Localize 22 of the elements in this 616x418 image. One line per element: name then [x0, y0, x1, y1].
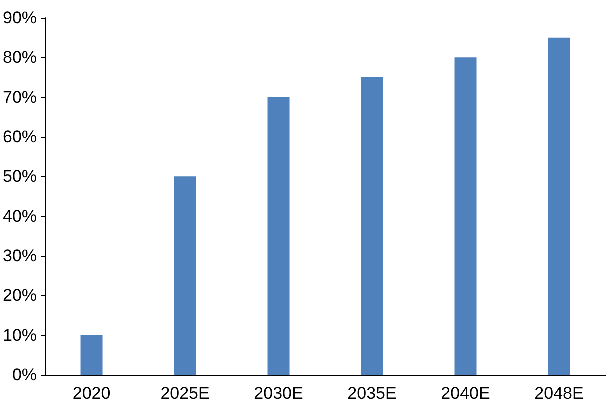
x-tick-label: 2030E [254, 384, 304, 403]
y-tick-label: 10% [2, 326, 38, 345]
x-tick-label: 2035E [348, 384, 397, 403]
bar [268, 97, 290, 375]
bar [361, 78, 384, 375]
bar [80, 335, 103, 375]
x-tick-label: 2040E [441, 384, 490, 403]
x-tick-label: 2048E [534, 384, 584, 403]
y-tick-label: 60% [2, 128, 38, 146]
y-tick-label: 0% [12, 366, 38, 384]
bar [548, 38, 570, 375]
bar [454, 58, 477, 375]
x-tick-label: 2025E [160, 384, 210, 403]
x-tick-label: 2020 [72, 384, 111, 403]
y-tick-label: 50% [2, 167, 38, 186]
y-tick-label: 30% [2, 246, 38, 266]
y-tick-label: 20% [2, 286, 38, 306]
y-tick-label: 70% [2, 88, 38, 107]
y-tick-label: 90% [2, 8, 38, 28]
y-tick-label: 40% [2, 206, 38, 226]
bar [174, 176, 196, 375]
y-tick-label: 80% [2, 48, 38, 68]
